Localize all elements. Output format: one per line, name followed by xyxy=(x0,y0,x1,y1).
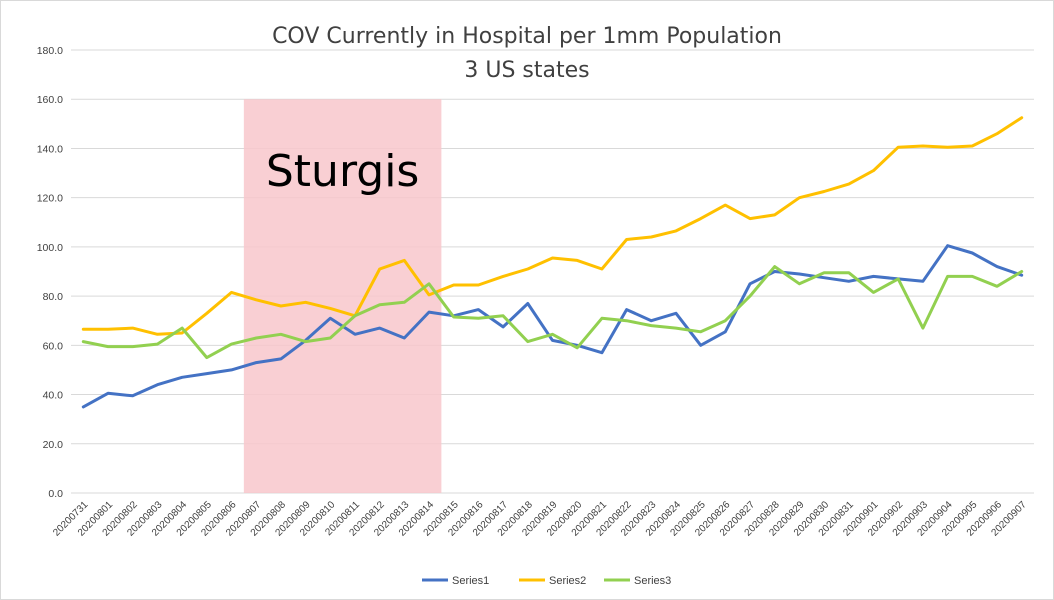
y-axis-ticks: 0.0 20.0 40.0 60.0 80.0 100.0 120.0 140.0 160.0 1… xyxy=(37,45,63,500)
y-tick-label: 160.0 xyxy=(37,94,63,106)
sturgis-highlight-region xyxy=(243,99,442,493)
x-axis-ticks: 2020073120200801202008022020080320200804… xyxy=(51,499,1029,539)
legend: Series1 Series2 Series3 xyxy=(422,575,671,587)
y-tick-label: 80.0 xyxy=(43,291,64,303)
y-tick-label: 40.0 xyxy=(43,390,64,402)
chart-title: COV Currently in Hospital per 1mm Popula… xyxy=(272,24,782,49)
y-tick-label: 180.0 xyxy=(37,45,63,57)
y-tick-label: 120.0 xyxy=(37,193,63,205)
series-lines xyxy=(81,116,1024,409)
y-tick-label: 20.0 xyxy=(43,439,64,451)
grid-lines xyxy=(71,49,1034,494)
chart-subtitle: 3 US states xyxy=(464,58,589,83)
series-line-series1 xyxy=(81,244,1024,409)
series-line-series3 xyxy=(81,265,1024,360)
y-tick-label: 100.0 xyxy=(37,242,63,254)
legend-label: Series2 xyxy=(549,575,586,587)
y-tick-label: 60.0 xyxy=(43,340,64,352)
annotation-region xyxy=(243,99,442,493)
y-tick-label: 0.0 xyxy=(48,488,63,500)
legend-label: Series1 xyxy=(452,575,489,587)
y-tick-label: 140.0 xyxy=(37,143,63,155)
annotation-label: Sturgis xyxy=(266,146,419,197)
series-line-series2 xyxy=(81,116,1024,336)
legend-label: Series3 xyxy=(634,575,671,587)
